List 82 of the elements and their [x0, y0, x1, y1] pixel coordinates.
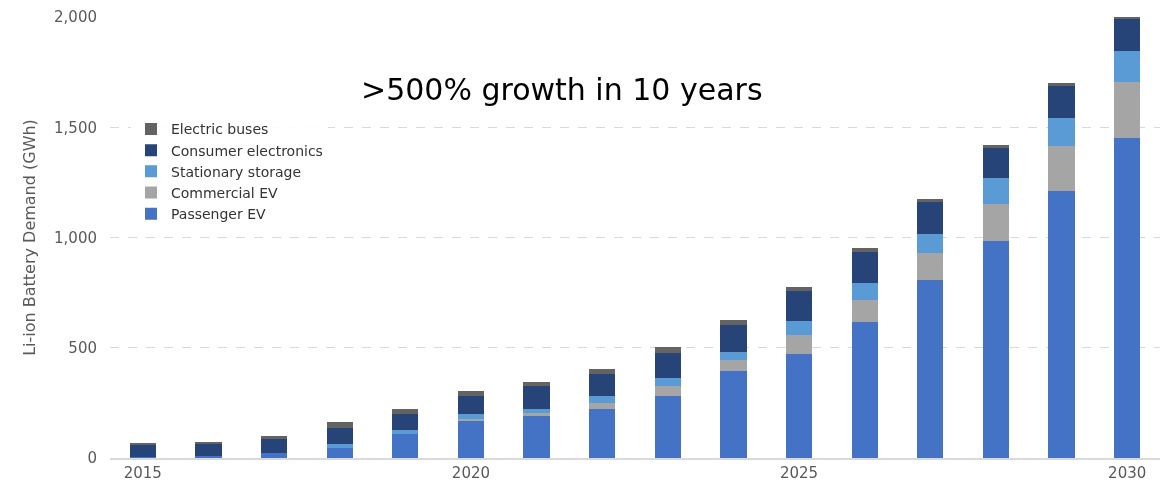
bar [260, 453, 288, 458]
bar [1114, 19, 1141, 51]
bar [589, 374, 616, 397]
bar [392, 434, 419, 458]
bar [457, 420, 485, 458]
bar [654, 396, 681, 458]
bar [326, 448, 353, 458]
bar [195, 443, 222, 457]
bar [654, 353, 681, 378]
bar [654, 377, 681, 386]
bar [851, 252, 878, 283]
bar [917, 201, 944, 234]
bar [523, 416, 550, 458]
legend-label: Electric buses [171, 121, 269, 138]
bar [982, 203, 1010, 242]
bar [1048, 82, 1075, 86]
bar [1048, 146, 1075, 191]
bar [589, 403, 616, 410]
y-tick-label: 500 [68, 339, 97, 357]
bar [851, 282, 878, 300]
bar [720, 360, 747, 371]
bar [1114, 137, 1141, 458]
bar [917, 253, 944, 280]
bar [523, 386, 550, 409]
bar [1048, 190, 1075, 458]
bar [457, 391, 485, 397]
bar [917, 279, 944, 458]
bar [785, 353, 813, 458]
y-tick-label: 1,500 [54, 118, 97, 137]
bar [720, 320, 747, 325]
bar [457, 414, 485, 419]
bar [589, 396, 616, 404]
bar [1114, 50, 1141, 82]
bar [982, 241, 1010, 458]
bar [720, 352, 747, 361]
bar [851, 248, 878, 253]
y-tick-label: 2,000 [54, 8, 97, 27]
y-tick-label: 1,000 [54, 228, 97, 247]
y-tick-label: 0 [87, 449, 97, 468]
bar [326, 421, 353, 428]
bar [260, 439, 288, 454]
bar [785, 334, 813, 354]
x-tick-label: 2030 [1108, 464, 1147, 482]
legend-label: Passenger EV [171, 206, 267, 223]
bar [326, 443, 353, 449]
bar [1114, 81, 1141, 138]
bar [260, 435, 288, 440]
bar [785, 287, 813, 292]
bar [589, 368, 616, 375]
bar [1048, 85, 1075, 118]
bar [1114, 17, 1141, 20]
bar [523, 381, 550, 387]
bar [720, 370, 747, 458]
bar [720, 324, 747, 353]
bar [523, 408, 550, 413]
bar [982, 177, 1010, 204]
bar [785, 320, 813, 335]
annotation: >500% growth in 10 years [361, 72, 763, 107]
x-tick-label: 2015 [123, 464, 162, 482]
bar [129, 444, 156, 458]
bar [982, 144, 1010, 148]
x-tick-label: 2025 [779, 464, 819, 482]
bar [917, 199, 944, 202]
legend-label: Consumer electronics [171, 142, 323, 159]
bar [523, 412, 550, 417]
legend-label: Stationary storage [171, 163, 302, 180]
bar [654, 385, 681, 397]
bar [851, 299, 878, 322]
bar [851, 321, 878, 458]
bar [392, 414, 419, 430]
bar [982, 147, 1010, 178]
x-tick-label: 2020 [451, 464, 491, 482]
bar [1048, 117, 1075, 147]
y-axis-title: Li-ion Battery Demand (GWh) [19, 119, 39, 356]
legend-label: Commercial EV [171, 185, 279, 202]
bar [392, 409, 419, 415]
bar [589, 409, 616, 458]
bar [457, 396, 485, 415]
bar [785, 291, 813, 321]
bar [917, 233, 944, 254]
bar [654, 347, 681, 354]
bar [326, 427, 353, 444]
